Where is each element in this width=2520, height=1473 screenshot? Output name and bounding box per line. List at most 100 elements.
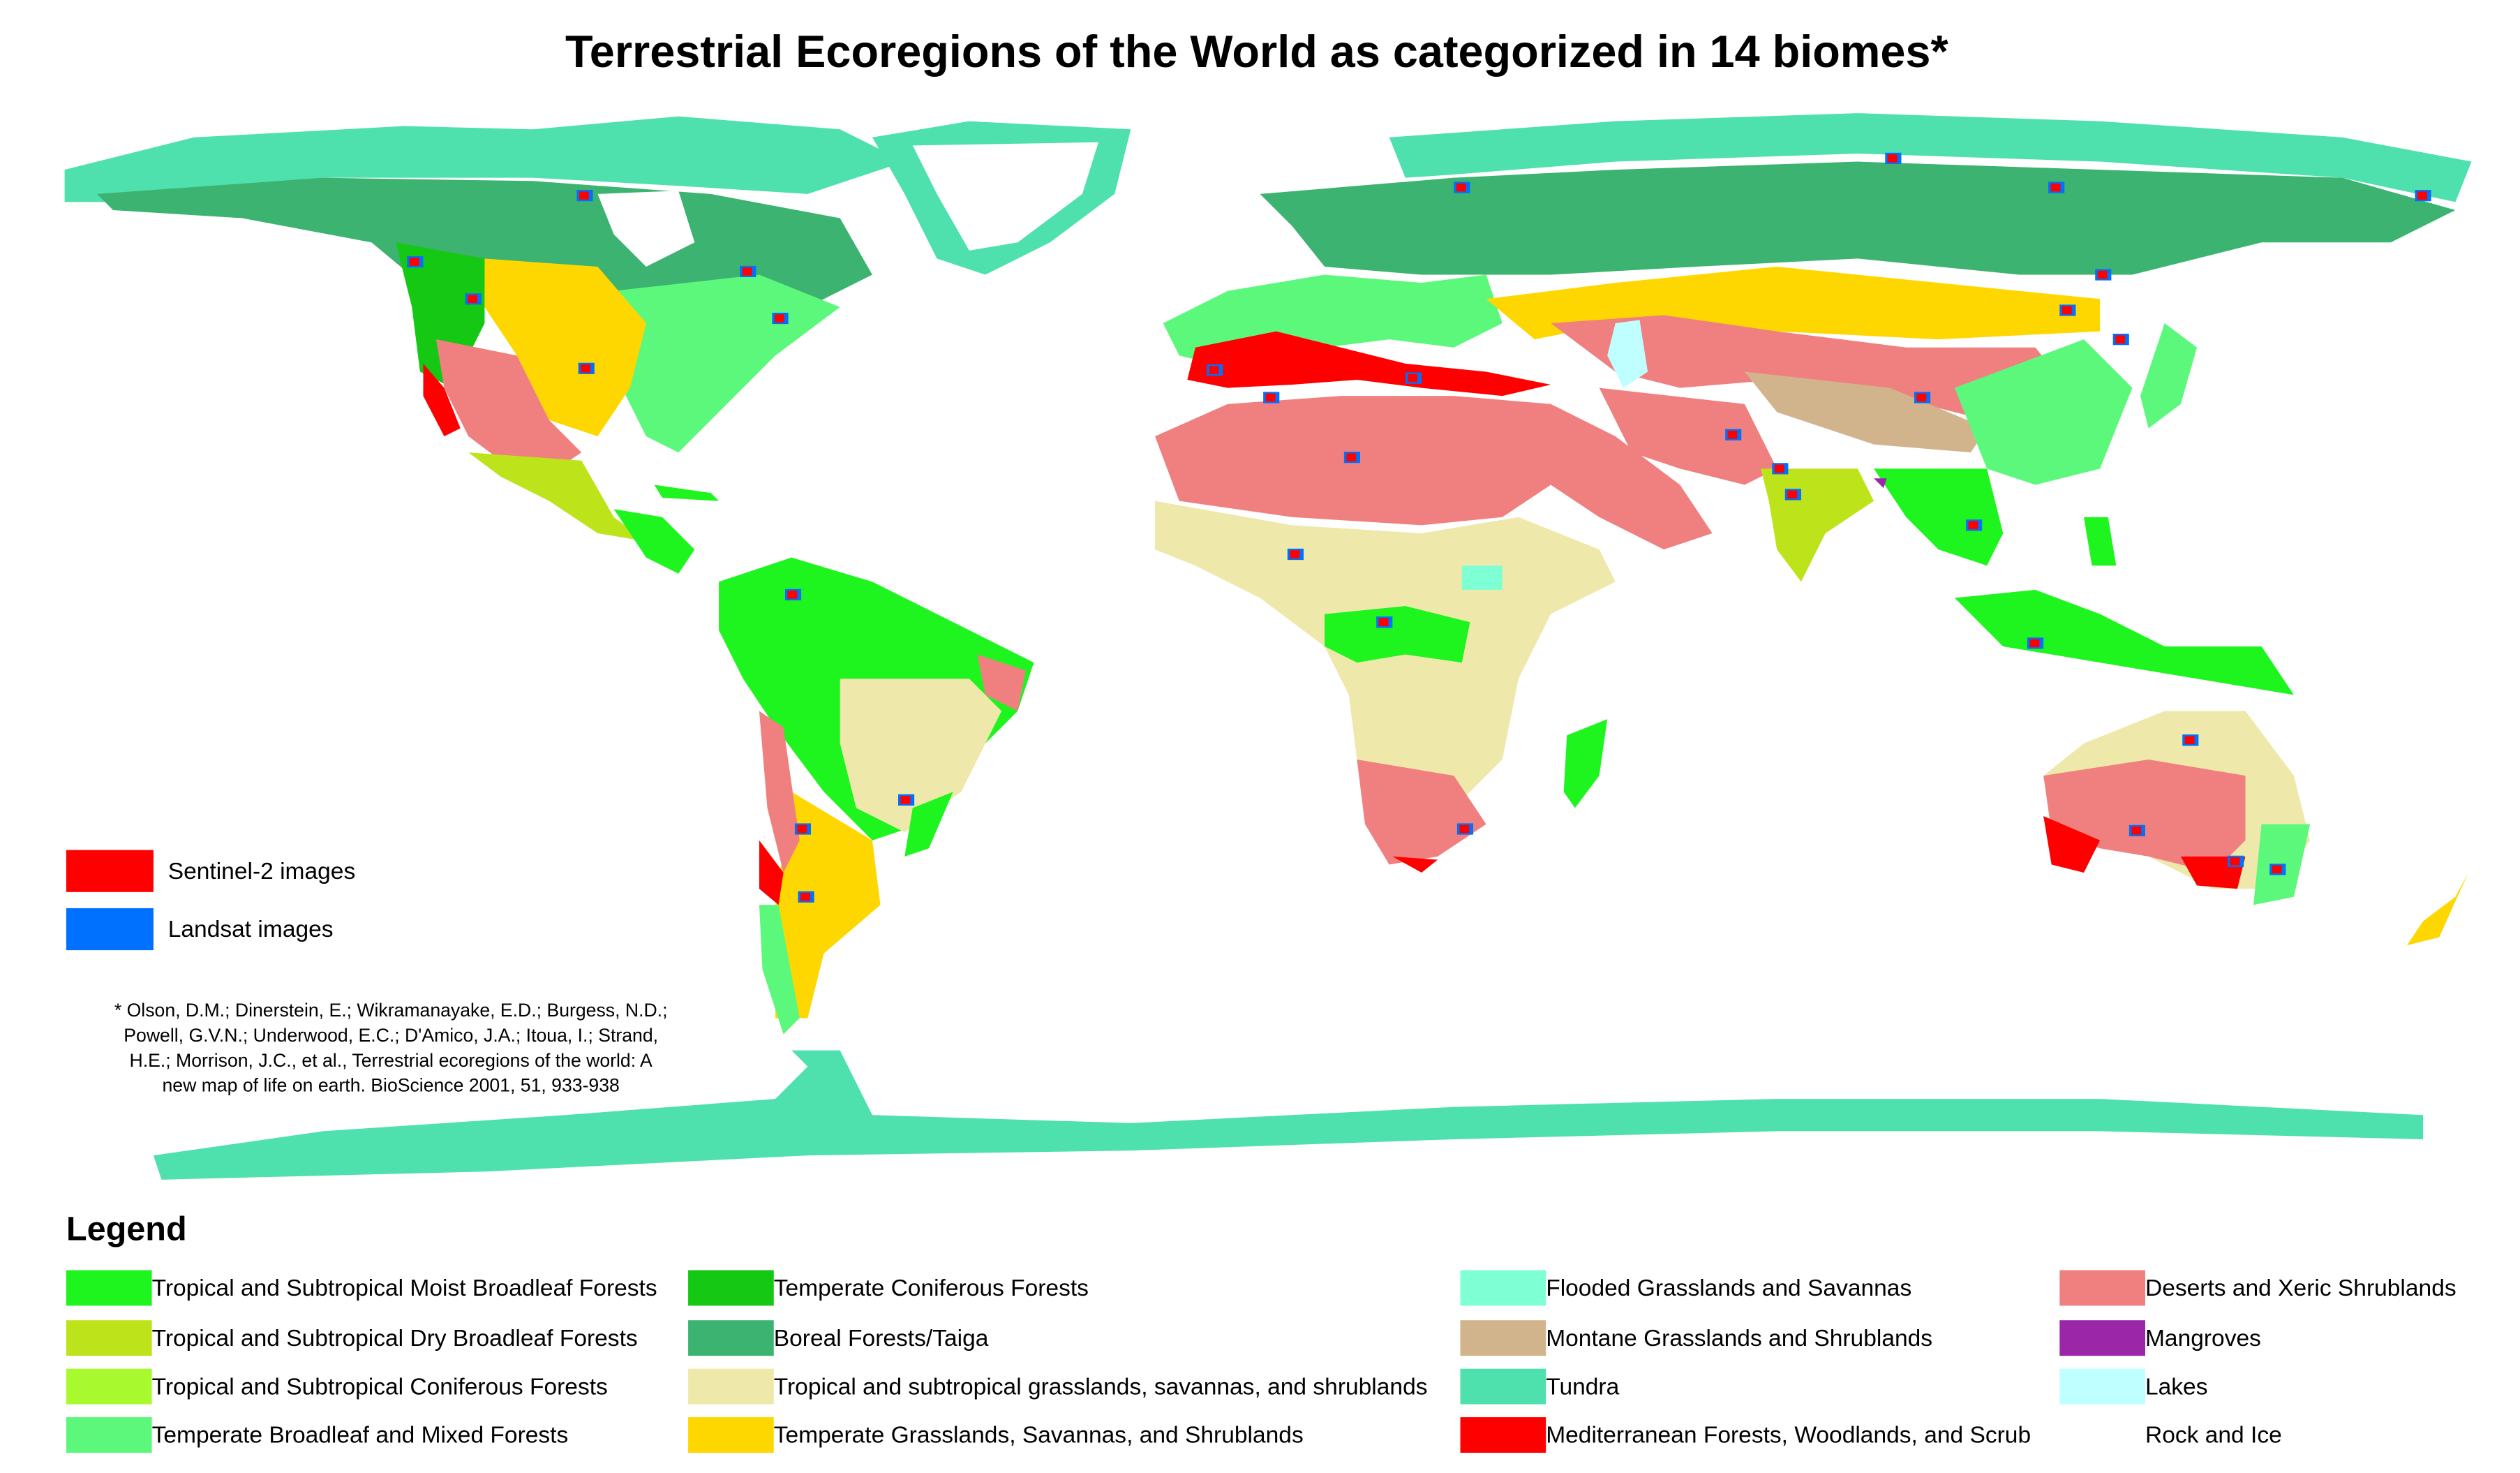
biome-region bbox=[1392, 856, 1438, 873]
image-markers bbox=[407, 152, 2431, 903]
biome-region bbox=[1461, 565, 1503, 590]
legend-swatch bbox=[66, 1320, 152, 1356]
sentinel-marker bbox=[579, 191, 589, 200]
legend-label: Temperate Broadleaf and Mixed Forests bbox=[152, 1423, 569, 1449]
sentinel-marker bbox=[797, 824, 807, 834]
sentinel-marker bbox=[1459, 824, 1470, 834]
legend-swatch bbox=[2059, 1368, 2145, 1405]
biome-region bbox=[904, 792, 953, 857]
citation-line: H.E.; Morrison, J.C., et al., Terrestria… bbox=[130, 1050, 653, 1071]
sentinel-marker bbox=[1456, 183, 1466, 192]
biome-region bbox=[1954, 339, 2133, 485]
biome-region bbox=[1563, 719, 1608, 808]
biome-region bbox=[1874, 478, 1887, 489]
biome-region bbox=[613, 274, 840, 453]
sentinel-marker bbox=[1408, 373, 1418, 383]
citation-line: * Olson, D.M.; Dinerstein, E.; Wikramana… bbox=[114, 1000, 668, 1021]
sentinel-marker bbox=[1887, 154, 1898, 163]
image-legend: Sentinel-2 images Landsat images bbox=[66, 850, 355, 951]
biome-region bbox=[484, 258, 646, 437]
legend-label: Montane Grasslands and Shrublands bbox=[1546, 1326, 1932, 1352]
sentinel-marker bbox=[1290, 550, 1300, 558]
biome-region bbox=[759, 840, 784, 905]
biome-region bbox=[912, 142, 1099, 251]
sentinel-marker bbox=[1346, 453, 1357, 461]
sentinel-marker bbox=[2230, 857, 2240, 866]
legend-swatch bbox=[688, 1417, 774, 1453]
sentinel-marker bbox=[1727, 430, 1738, 439]
legend-label: Tropical and Subtropical Dry Broadleaf F… bbox=[152, 1326, 638, 1352]
sentinel-marker bbox=[409, 258, 419, 266]
legend-label: Mangroves bbox=[2145, 1326, 2261, 1352]
sentinel-marker bbox=[2417, 191, 2427, 200]
map-title: Terrestrial Ecoregions of the World as c… bbox=[565, 26, 1948, 77]
biome-region bbox=[2140, 323, 2198, 429]
sentinel-marker bbox=[1916, 393, 1927, 402]
biome-region bbox=[435, 339, 582, 485]
sentinel-marker bbox=[2272, 865, 2282, 874]
legend-swatch bbox=[688, 1320, 774, 1356]
sentinel-marker bbox=[1265, 393, 1276, 402]
legend-swatch bbox=[1460, 1270, 1546, 1306]
biome-region bbox=[2406, 873, 2468, 946]
citation-line: new map of life on earth. BioScience 200… bbox=[163, 1075, 620, 1096]
biome-region bbox=[775, 792, 881, 1019]
biome-region bbox=[977, 654, 1026, 711]
biome-region bbox=[423, 363, 461, 437]
legend-swatch bbox=[2059, 1270, 2145, 1306]
sentinel-marker bbox=[2184, 736, 2195, 744]
biome-region bbox=[597, 191, 695, 267]
sentinel-marker bbox=[787, 591, 798, 599]
legend-label: Tropical and subtropical grasslands, sav… bbox=[774, 1374, 1428, 1400]
legend-label: Mediterranean Forests, Woodlands, and Sc… bbox=[1546, 1423, 2031, 1449]
biome-region bbox=[1761, 468, 1874, 582]
biome-region bbox=[1551, 315, 2068, 420]
sentinel-marker bbox=[2097, 270, 2108, 279]
sentinel-marker bbox=[2131, 827, 2142, 835]
legend-label: Tropical and Subtropical Coniferous Fore… bbox=[152, 1374, 608, 1400]
biome-region bbox=[1607, 320, 1648, 388]
legend-swatch bbox=[1460, 1368, 1546, 1405]
sentinel-marker bbox=[1968, 521, 1978, 530]
biome-region bbox=[1874, 468, 2004, 566]
sentinel-marker bbox=[2115, 335, 2126, 343]
legend-swatch bbox=[688, 1270, 774, 1306]
sentinel-marker bbox=[774, 314, 784, 323]
biome-region bbox=[1260, 161, 2456, 275]
legend-title: Legend bbox=[66, 1211, 187, 1248]
sentinel-marker bbox=[800, 892, 810, 901]
legend-swatch bbox=[1460, 1417, 1546, 1453]
biome-region bbox=[1954, 589, 2294, 695]
sentinel-marker bbox=[2050, 183, 2061, 192]
biome-region bbox=[654, 484, 720, 501]
sentinel-marker bbox=[900, 796, 911, 804]
legend-label: Deserts and Xeric Shrublands bbox=[2145, 1275, 2456, 1301]
legend-label: Tropical and Subtropical Moist Broadleaf… bbox=[152, 1275, 657, 1301]
legend-swatch bbox=[688, 1368, 774, 1405]
legend-label: Lakes bbox=[2145, 1374, 2208, 1400]
biome-region bbox=[1325, 606, 1470, 663]
biome-legend: Tropical and Subtropical Moist Broadleaf… bbox=[66, 1270, 2456, 1453]
citation: * Olson, D.M.; Dinerstein, E.; Wikramana… bbox=[114, 1000, 668, 1096]
image-legend-label: Landsat images bbox=[168, 917, 334, 942]
legend-swatch bbox=[1460, 1320, 1546, 1356]
image-legend-swatch bbox=[66, 850, 154, 892]
biome-region bbox=[2043, 816, 2101, 873]
image-legend-label: Sentinel-2 images bbox=[168, 859, 356, 884]
biome-region bbox=[613, 509, 695, 574]
biome-region bbox=[153, 1050, 2424, 1180]
legend-label: Tundra bbox=[1546, 1374, 1619, 1400]
biome-region bbox=[1599, 387, 1777, 485]
biome-region bbox=[64, 116, 905, 202]
sentinel-marker bbox=[468, 295, 478, 304]
sentinel-marker bbox=[1787, 490, 1798, 499]
sentinel-marker bbox=[1378, 618, 1389, 627]
legend-label: Boreal Forests/Taiga bbox=[774, 1326, 989, 1352]
land bbox=[64, 113, 2472, 1180]
citation-line: Powell, G.V.N.; Underwood, E.C.; D'Amico… bbox=[124, 1025, 658, 1046]
legend-swatch bbox=[66, 1417, 152, 1453]
biome-region bbox=[1155, 396, 1713, 550]
legend-swatch bbox=[66, 1270, 152, 1306]
